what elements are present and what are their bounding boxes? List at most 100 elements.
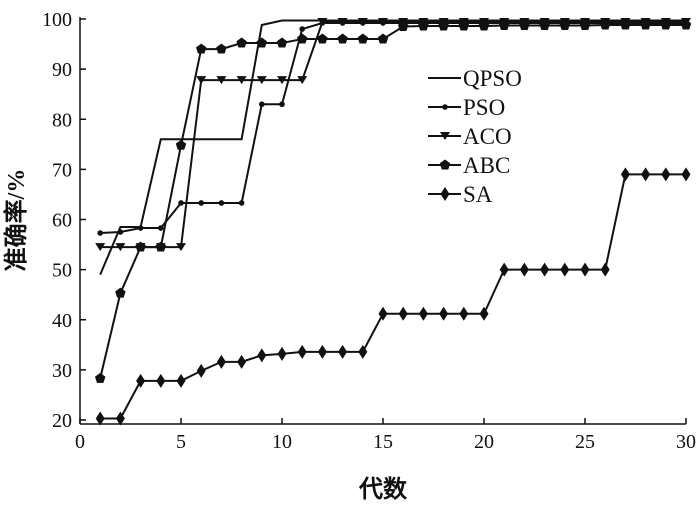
data-point xyxy=(519,262,529,277)
x-tick-label: 0 xyxy=(75,431,85,453)
series-aco xyxy=(95,18,691,252)
data-point xyxy=(117,229,124,235)
x-tick-label: 10 xyxy=(272,431,292,453)
data-point xyxy=(115,411,125,426)
legend-label: ABC xyxy=(463,153,510,178)
y-tick-label: 60 xyxy=(52,210,72,232)
data-point xyxy=(95,243,106,252)
data-point xyxy=(317,33,328,44)
data-point xyxy=(378,18,388,27)
x-tick-label: 15 xyxy=(373,431,393,453)
data-point xyxy=(398,306,408,321)
x-tick-label: 5 xyxy=(176,431,186,453)
data-point xyxy=(236,37,247,48)
data-point xyxy=(499,262,509,277)
y-tick-label: 70 xyxy=(52,159,72,181)
series-line xyxy=(100,22,686,235)
data-point xyxy=(439,159,451,170)
data-point xyxy=(95,411,105,426)
data-point xyxy=(296,33,308,44)
data-point xyxy=(560,262,570,277)
data-point xyxy=(115,243,126,252)
data-point xyxy=(277,346,287,361)
series-sa xyxy=(95,167,691,426)
data-point xyxy=(317,18,328,27)
legend-item-abc: ABC xyxy=(428,153,510,178)
data-point xyxy=(660,19,672,30)
data-point xyxy=(378,306,388,321)
y-tick-label: 50 xyxy=(52,260,72,282)
series-qpso xyxy=(99,19,686,276)
data-point xyxy=(680,19,692,30)
data-point xyxy=(442,104,448,110)
data-point xyxy=(276,37,288,48)
data-point xyxy=(579,20,591,30)
legend-item-aco: ACO xyxy=(428,124,512,149)
legend-label: QPSO xyxy=(463,66,522,91)
data-point xyxy=(216,76,227,85)
series-line xyxy=(99,19,686,276)
y-tick-label: 30 xyxy=(52,360,72,382)
data-point xyxy=(580,262,590,277)
data-point xyxy=(137,225,144,231)
data-point xyxy=(440,187,450,201)
series-abc xyxy=(94,19,692,383)
data-point xyxy=(458,20,470,31)
data-point xyxy=(237,354,247,369)
data-point xyxy=(439,306,449,321)
legend-item-sa: SA xyxy=(428,182,493,207)
data-point xyxy=(358,344,368,359)
data-point xyxy=(479,306,489,321)
data-point xyxy=(337,18,348,27)
data-point xyxy=(218,200,225,206)
y-tick-label: 40 xyxy=(52,310,72,332)
data-point xyxy=(357,33,369,44)
data-point xyxy=(136,373,146,388)
legend-label: PSO xyxy=(463,95,505,120)
y-tick-label: 100 xyxy=(42,9,72,31)
data-point xyxy=(620,167,630,182)
data-point xyxy=(256,37,268,48)
data-point xyxy=(238,200,245,206)
data-point xyxy=(478,20,490,31)
y-axis-label: 准确率/% xyxy=(2,169,30,272)
data-point xyxy=(338,344,348,359)
data-point xyxy=(600,262,610,277)
data-point xyxy=(317,344,327,359)
data-point xyxy=(195,43,207,54)
series-line xyxy=(99,24,686,379)
data-point xyxy=(459,306,469,321)
data-point xyxy=(257,348,267,363)
data-point xyxy=(418,306,428,321)
data-point xyxy=(155,241,167,252)
data-point xyxy=(115,287,126,298)
data-point xyxy=(175,139,187,150)
data-point xyxy=(559,20,571,30)
data-point xyxy=(279,101,285,108)
data-point xyxy=(277,76,287,85)
series-line xyxy=(100,173,686,420)
data-point xyxy=(540,262,550,277)
data-point xyxy=(236,76,247,85)
data-point xyxy=(135,241,146,252)
data-point xyxy=(158,225,164,231)
data-point xyxy=(620,19,631,30)
data-point xyxy=(299,26,306,32)
data-point xyxy=(297,76,308,85)
data-point xyxy=(519,20,530,30)
y-tick-label: 90 xyxy=(52,59,72,81)
legend-item-qpso: QPSO xyxy=(428,66,522,91)
data-point xyxy=(94,372,106,383)
x-tick-label: 30 xyxy=(676,431,696,453)
x-tick-label: 20 xyxy=(474,431,494,453)
data-point xyxy=(539,20,550,30)
data-point xyxy=(196,76,207,85)
y-tick-label: 20 xyxy=(52,410,72,432)
data-point xyxy=(599,19,611,30)
legend-label: SA xyxy=(463,182,493,207)
data-point xyxy=(681,167,691,182)
x-tick-label: 25 xyxy=(575,431,595,453)
data-point xyxy=(377,33,389,44)
series-line xyxy=(100,21,686,249)
